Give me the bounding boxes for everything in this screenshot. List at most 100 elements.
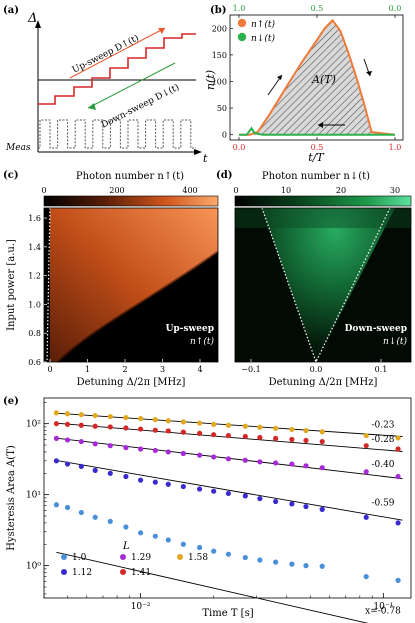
e-data-point <box>225 456 232 462</box>
e-data-point <box>64 411 71 417</box>
panel-e-legend: 1.0 1.12 1.29 1.41 1.58 <box>61 553 208 578</box>
panel-d-cbar-tick-0: 0 <box>233 186 238 195</box>
e-data-point <box>242 457 248 463</box>
e-data-point <box>225 432 232 439</box>
e-data-point <box>165 481 171 487</box>
b-toptick-label: 1.0 <box>233 4 246 13</box>
e-data-point <box>257 434 263 441</box>
c-ytick-label: 0.6 <box>28 358 41 367</box>
panel-c-frame <box>43 207 219 363</box>
e-data-point <box>53 421 60 427</box>
panel-c-cbar-tick-400: 400 <box>182 186 197 195</box>
e-data-point <box>211 488 217 494</box>
e-data-point <box>64 461 71 467</box>
e-data-point <box>225 490 232 497</box>
panel-c-cbar-tick-0: 0 <box>41 186 46 195</box>
e-data-point <box>225 422 232 428</box>
c-xtick-label: 4 <box>197 365 202 374</box>
e-data-point <box>289 561 295 567</box>
e-data-point <box>78 509 84 516</box>
e-legend-label: 1.41 <box>131 568 151 578</box>
measurement-pulses <box>38 119 196 149</box>
e-data-point <box>92 467 98 473</box>
panel-label-c: (c) <box>3 170 19 181</box>
e-data-point <box>211 432 217 438</box>
b-xtick-label: 0.5 <box>311 143 324 152</box>
e-data-point <box>242 433 248 440</box>
down-sweep-arrowhead <box>88 103 96 110</box>
e-data-point <box>107 470 113 476</box>
e-data-point <box>363 574 369 580</box>
e-data-point <box>196 544 203 551</box>
e-data-point <box>273 498 279 505</box>
up-sweep-arrow <box>69 27 166 79</box>
e-fit-line <box>56 460 403 521</box>
legend-label-down: n↓(t) <box>251 33 275 44</box>
e-data-point <box>395 435 401 441</box>
e-data-point <box>123 524 129 530</box>
e-exponent-label: -0.59 <box>371 498 394 508</box>
c-xtick-label: 0 <box>47 365 52 374</box>
e-legend-label: 1.0 <box>72 553 87 563</box>
e-data-point <box>123 414 129 421</box>
e-data-point <box>92 441 98 447</box>
panel-a: (a) Δ t Up-sweep D↑(t) Down-sweep D↓(t) … <box>3 5 208 165</box>
panel-d-frame <box>234 207 412 363</box>
e-data-point <box>123 445 129 451</box>
legend-marker-down <box>237 32 247 42</box>
e-data-point <box>289 461 295 467</box>
delta-axis-label: Δ <box>27 11 37 26</box>
panel-d-tag-n: n↓(t) <box>383 336 407 347</box>
e-data-point <box>64 437 71 443</box>
e-data-point <box>395 577 401 583</box>
panel-e-frame <box>43 397 412 599</box>
e-data-point <box>137 426 144 432</box>
panel-e-ticks: 10⁰ 10¹ 10² 10⁻² 10⁻¹ <box>26 402 393 612</box>
e-legend-label: 1.29 <box>131 553 151 563</box>
e-data-point <box>92 412 98 419</box>
panel-d-cbar-tick-20: 20 <box>336 186 346 195</box>
panel-e-ylabel: Hysteresis Area A(T) <box>6 445 17 551</box>
panel-label-d: (d) <box>216 170 232 181</box>
d-xtick-label: 0.1 <box>375 365 388 374</box>
e-data-point <box>196 486 203 492</box>
e-data-point <box>152 447 158 454</box>
e-data-point <box>165 428 171 434</box>
legend-title-L: L <box>122 541 130 552</box>
e-data-point <box>165 449 171 455</box>
rise-arrowhead <box>277 75 282 80</box>
d-xtick-label: −0.1 <box>241 365 260 374</box>
e-xtick-label: 10⁻¹ <box>373 602 393 612</box>
e-data-point <box>53 410 60 416</box>
e-data-point <box>242 554 248 561</box>
up-sweep-label: Up-sweep D↑(t) <box>70 33 140 76</box>
e-data-point <box>180 450 186 457</box>
e-data-point <box>137 446 144 452</box>
panel-a-y-arrowhead <box>35 20 41 28</box>
panel-label-e: (e) <box>3 396 19 407</box>
e-data-point <box>273 435 279 442</box>
panel-c-tag-n: n↑(t) <box>190 336 214 347</box>
e-data-point <box>303 503 309 510</box>
b-ytick-label: 200 <box>212 24 227 33</box>
panel-e: (e) 10⁰ 10¹ 10² 10⁻² 10⁻¹ x=-0.78 -0.59 -0.40 -… <box>3 396 412 623</box>
panel-c-colorbar <box>43 195 219 207</box>
b-ytick-label: 100 <box>212 77 227 86</box>
e-data-point <box>257 557 263 563</box>
e-xtick-label: 10⁻² <box>131 602 151 612</box>
n-down-curve <box>239 126 395 136</box>
c-xtick-label: 2 <box>122 365 127 374</box>
e-data-point <box>123 425 129 431</box>
e-data-point <box>53 502 60 508</box>
panel-b-top-ticks: 1.0 0.5 0.0 <box>233 4 401 18</box>
e-data-point <box>78 438 84 445</box>
e-data-point <box>180 429 186 435</box>
e-data-point <box>152 417 158 423</box>
e-data-point <box>53 458 60 464</box>
panel-c-title: Photon number n↑(t) <box>76 171 184 182</box>
e-exponent-label: x=-0.78 <box>365 606 401 616</box>
e-data-point <box>180 541 186 547</box>
e-data-point <box>273 460 279 466</box>
e-data-point <box>395 520 401 526</box>
e-data-point <box>319 429 325 435</box>
